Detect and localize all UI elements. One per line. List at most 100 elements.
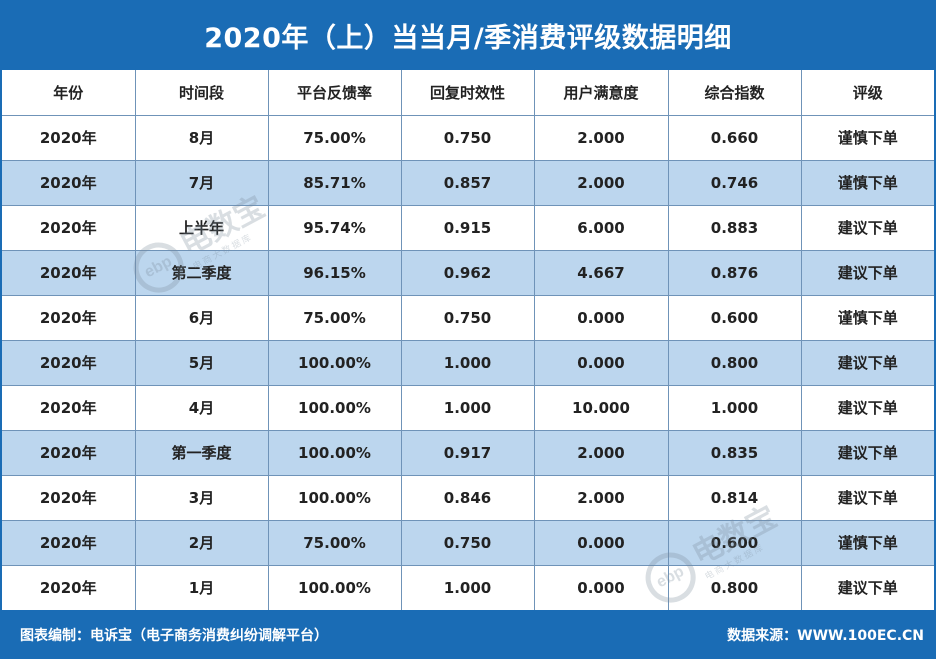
cell-rating: 建议下单 [801, 250, 934, 296]
cell-composite-index: 0.883 [668, 205, 802, 251]
cell-composite-index: 0.660 [668, 115, 802, 161]
table-row: 2020年 4月 100.00% 1.000 10.000 1.000 建议下单 [2, 385, 934, 431]
cell-composite-index: 0.746 [668, 160, 802, 206]
cell-feedback-rate: 75.00% [268, 520, 402, 566]
cell-composite-index: 0.835 [668, 430, 802, 476]
cell-reply-timeliness: 0.915 [401, 205, 535, 251]
header-year: 年份 [2, 70, 136, 116]
cell-year: 2020年 [2, 115, 136, 161]
cell-rating: 建议下单 [801, 475, 934, 521]
cell-year: 2020年 [2, 250, 136, 296]
cell-reply-timeliness: 1.000 [401, 385, 535, 431]
cell-year: 2020年 [2, 160, 136, 206]
cell-feedback-rate: 75.00% [268, 295, 402, 341]
cell-composite-index: 0.814 [668, 475, 802, 521]
page-title: 2020年（上）当当月/季消费评级数据明细 [0, 0, 936, 70]
cell-period: 4月 [135, 385, 269, 431]
cell-rating: 谨慎下单 [801, 160, 934, 206]
cell-feedback-rate: 85.71% [268, 160, 402, 206]
data-table-container: 年份 时间段 平台反馈率 回复时效性 用户满意度 综合指数 评级 2020年 8… [0, 70, 936, 610]
cell-rating: 建议下单 [801, 205, 934, 251]
table-row: 2020年 3月 100.00% 0.846 2.000 0.814 建议下单 [2, 475, 934, 521]
cell-reply-timeliness: 0.917 [401, 430, 535, 476]
footer-bar: 图表编制：电诉宝（电子商务消费纠纷调解平台） 数据来源：WWW.100EC.CN [0, 610, 936, 659]
cell-user-satisfaction: 0.000 [534, 565, 669, 610]
cell-feedback-rate: 100.00% [268, 430, 402, 476]
cell-composite-index: 0.800 [668, 340, 802, 386]
cell-year: 2020年 [2, 565, 136, 610]
table-row: 2020年 1月 100.00% 1.000 0.000 0.800 建议下单 [2, 565, 934, 610]
cell-feedback-rate: 100.00% [268, 340, 402, 386]
cell-user-satisfaction: 4.667 [534, 250, 669, 296]
footer-source: 数据来源：WWW.100EC.CN [727, 627, 924, 644]
table-row: 2020年 5月 100.00% 1.000 0.000 0.800 建议下单 [2, 340, 934, 386]
cell-rating: 建议下单 [801, 430, 934, 476]
cell-user-satisfaction: 0.000 [534, 520, 669, 566]
cell-composite-index: 0.600 [668, 520, 802, 566]
cell-year: 2020年 [2, 295, 136, 341]
cell-composite-index: 0.600 [668, 295, 802, 341]
cell-user-satisfaction: 0.000 [534, 295, 669, 341]
cell-period: 8月 [135, 115, 269, 161]
header-feedback-rate: 平台反馈率 [268, 70, 402, 116]
cell-period: 第二季度 [135, 250, 269, 296]
cell-period: 3月 [135, 475, 269, 521]
table-row: 2020年 第一季度 100.00% 0.917 2.000 0.835 建议下… [2, 430, 934, 476]
cell-reply-timeliness: 1.000 [401, 340, 535, 386]
header-period: 时间段 [135, 70, 269, 116]
cell-year: 2020年 [2, 520, 136, 566]
cell-reply-timeliness: 0.750 [401, 115, 535, 161]
cell-rating: 谨慎下单 [801, 295, 934, 341]
cell-period: 1月 [135, 565, 269, 610]
cell-reply-timeliness: 0.750 [401, 520, 535, 566]
cell-user-satisfaction: 10.000 [534, 385, 669, 431]
cell-rating: 谨慎下单 [801, 520, 934, 566]
cell-period: 5月 [135, 340, 269, 386]
cell-composite-index: 1.000 [668, 385, 802, 431]
cell-year: 2020年 [2, 475, 136, 521]
table-row: 2020年 第二季度 96.15% 0.962 4.667 0.876 建议下单 [2, 250, 934, 296]
header-rating: 评级 [801, 70, 934, 116]
cell-year: 2020年 [2, 430, 136, 476]
cell-rating: 建议下单 [837, 579, 898, 598]
cell-user-satisfaction: 2.000 [534, 115, 669, 161]
header-user-satisfaction: 用户满意度 [534, 70, 669, 116]
cell-period: 2月 [135, 520, 269, 566]
cell-user-satisfaction: 2.000 [534, 160, 669, 206]
cell-rating: 建议下单 [801, 385, 934, 431]
cell-feedback-rate: 100.00% [268, 565, 402, 610]
cell-reply-timeliness: 0.750 [401, 295, 535, 341]
table-row: 2020年 7月 85.71% 0.857 2.000 0.746 谨慎下单 [2, 160, 934, 206]
footer-credit: 图表编制：电诉宝（电子商务消费纠纷调解平台） [20, 627, 328, 644]
cell-period: 上半年 [135, 205, 269, 251]
cell-reply-timeliness: 1.000 [401, 565, 535, 610]
table-row: 2020年 8月 75.00% 0.750 2.000 0.660 谨慎下单 [2, 115, 934, 161]
table-header-row: 年份 时间段 平台反馈率 回复时效性 用户满意度 综合指数 评级 [2, 70, 934, 116]
rating-table: 年份 时间段 平台反馈率 回复时效性 用户满意度 综合指数 评级 2020年 8… [2, 70, 934, 610]
cell-rating: 谨慎下单 [801, 115, 934, 161]
cell-period: 第一季度 [135, 430, 269, 476]
cell-feedback-rate: 96.15% [268, 250, 402, 296]
cell-feedback-rate: 100.00% [268, 475, 402, 521]
table-row: 2020年 上半年 95.74% 0.915 6.000 0.883 建议下单 [2, 205, 934, 251]
cell-period: 7月 [135, 160, 269, 206]
cell-reply-timeliness: 0.962 [401, 250, 535, 296]
header-reply-timeliness: 回复时效性 [401, 70, 535, 116]
cell-user-satisfaction: 2.000 [534, 430, 669, 476]
cell-feedback-rate: 100.00% [268, 385, 402, 431]
table-row: 2020年 6月 75.00% 0.750 0.000 0.600 谨慎下单 [2, 295, 934, 341]
cell-year: 2020年 [2, 385, 136, 431]
cell-reply-timeliness: 0.857 [401, 160, 535, 206]
cell-period: 6月 [135, 295, 269, 341]
cell-user-satisfaction: 0.000 [534, 340, 669, 386]
cell-reply-timeliness: 0.846 [401, 475, 535, 521]
cell-year: 2020年 [2, 205, 136, 251]
cell-year: 2020年 [2, 340, 136, 386]
cell-user-satisfaction: 2.000 [534, 475, 669, 521]
cell-feedback-rate: 95.74% [268, 205, 402, 251]
cell-rating: 建议下单 [801, 340, 934, 386]
cell-composite-index: 0.800 [668, 565, 802, 610]
cell-feedback-rate: 75.00% [268, 115, 402, 161]
header-composite-index: 综合指数 [668, 70, 802, 116]
table-row: 2020年 2月 75.00% 0.750 0.000 0.600 谨慎下单 [2, 520, 934, 566]
